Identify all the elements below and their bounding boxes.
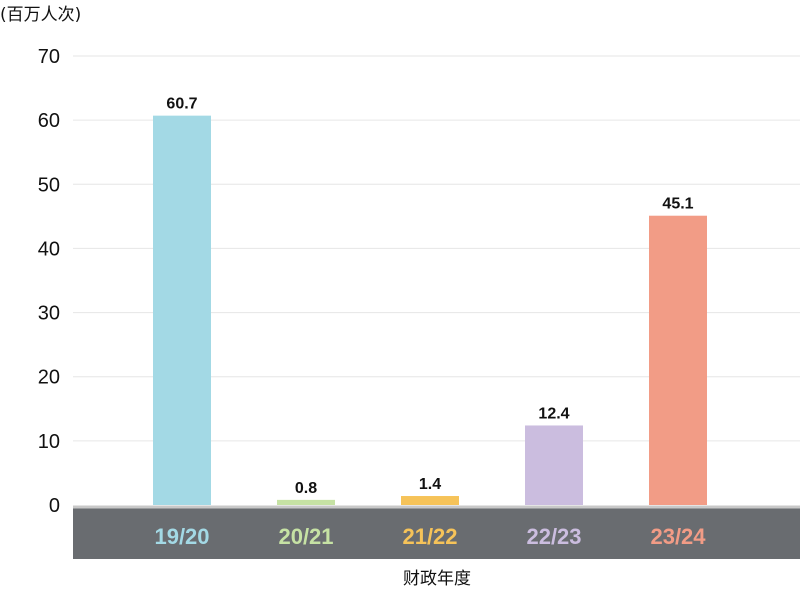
category-label: 19/20 xyxy=(154,524,209,549)
y-tick-label: 0 xyxy=(49,495,60,517)
x-axis-title: 财政年度 xyxy=(403,569,471,589)
value-label: 0.8 xyxy=(295,480,317,497)
category-band xyxy=(73,507,800,559)
category-label: 20/21 xyxy=(278,524,333,549)
bar-22-23 xyxy=(525,425,583,505)
category-label: 21/22 xyxy=(402,524,457,549)
y-tick-label: 20 xyxy=(38,367,60,389)
value-label: 12.4 xyxy=(538,405,569,422)
bars xyxy=(153,115,707,506)
bar-21-22 xyxy=(401,496,459,505)
y-tick-label: 60 xyxy=(38,110,60,132)
bar-19-20 xyxy=(153,115,211,505)
value-labels: 60.7 0.8 1.4 12.4 45.1 xyxy=(166,96,693,497)
value-label: 1.4 xyxy=(419,476,441,493)
category-label: 23/24 xyxy=(650,524,706,549)
y-tick-label: 40 xyxy=(38,238,60,260)
bar-20-21 xyxy=(277,499,335,505)
value-label: 45.1 xyxy=(662,196,693,213)
y-axis-ticks: 0 10 20 30 40 50 60 70 xyxy=(38,46,60,517)
y-tick-label: 70 xyxy=(38,46,60,68)
y-unit-label: (百万人次) xyxy=(0,5,81,25)
category-label: 22/23 xyxy=(526,524,581,549)
category-labels: 19/20 20/21 21/22 22/23 23/24 xyxy=(154,524,706,549)
y-tick-label: 30 xyxy=(38,303,60,325)
y-tick-label: 10 xyxy=(38,431,60,453)
y-tick-label: 50 xyxy=(38,174,60,196)
bar-23-24 xyxy=(649,215,707,506)
value-label: 60.7 xyxy=(166,96,197,113)
